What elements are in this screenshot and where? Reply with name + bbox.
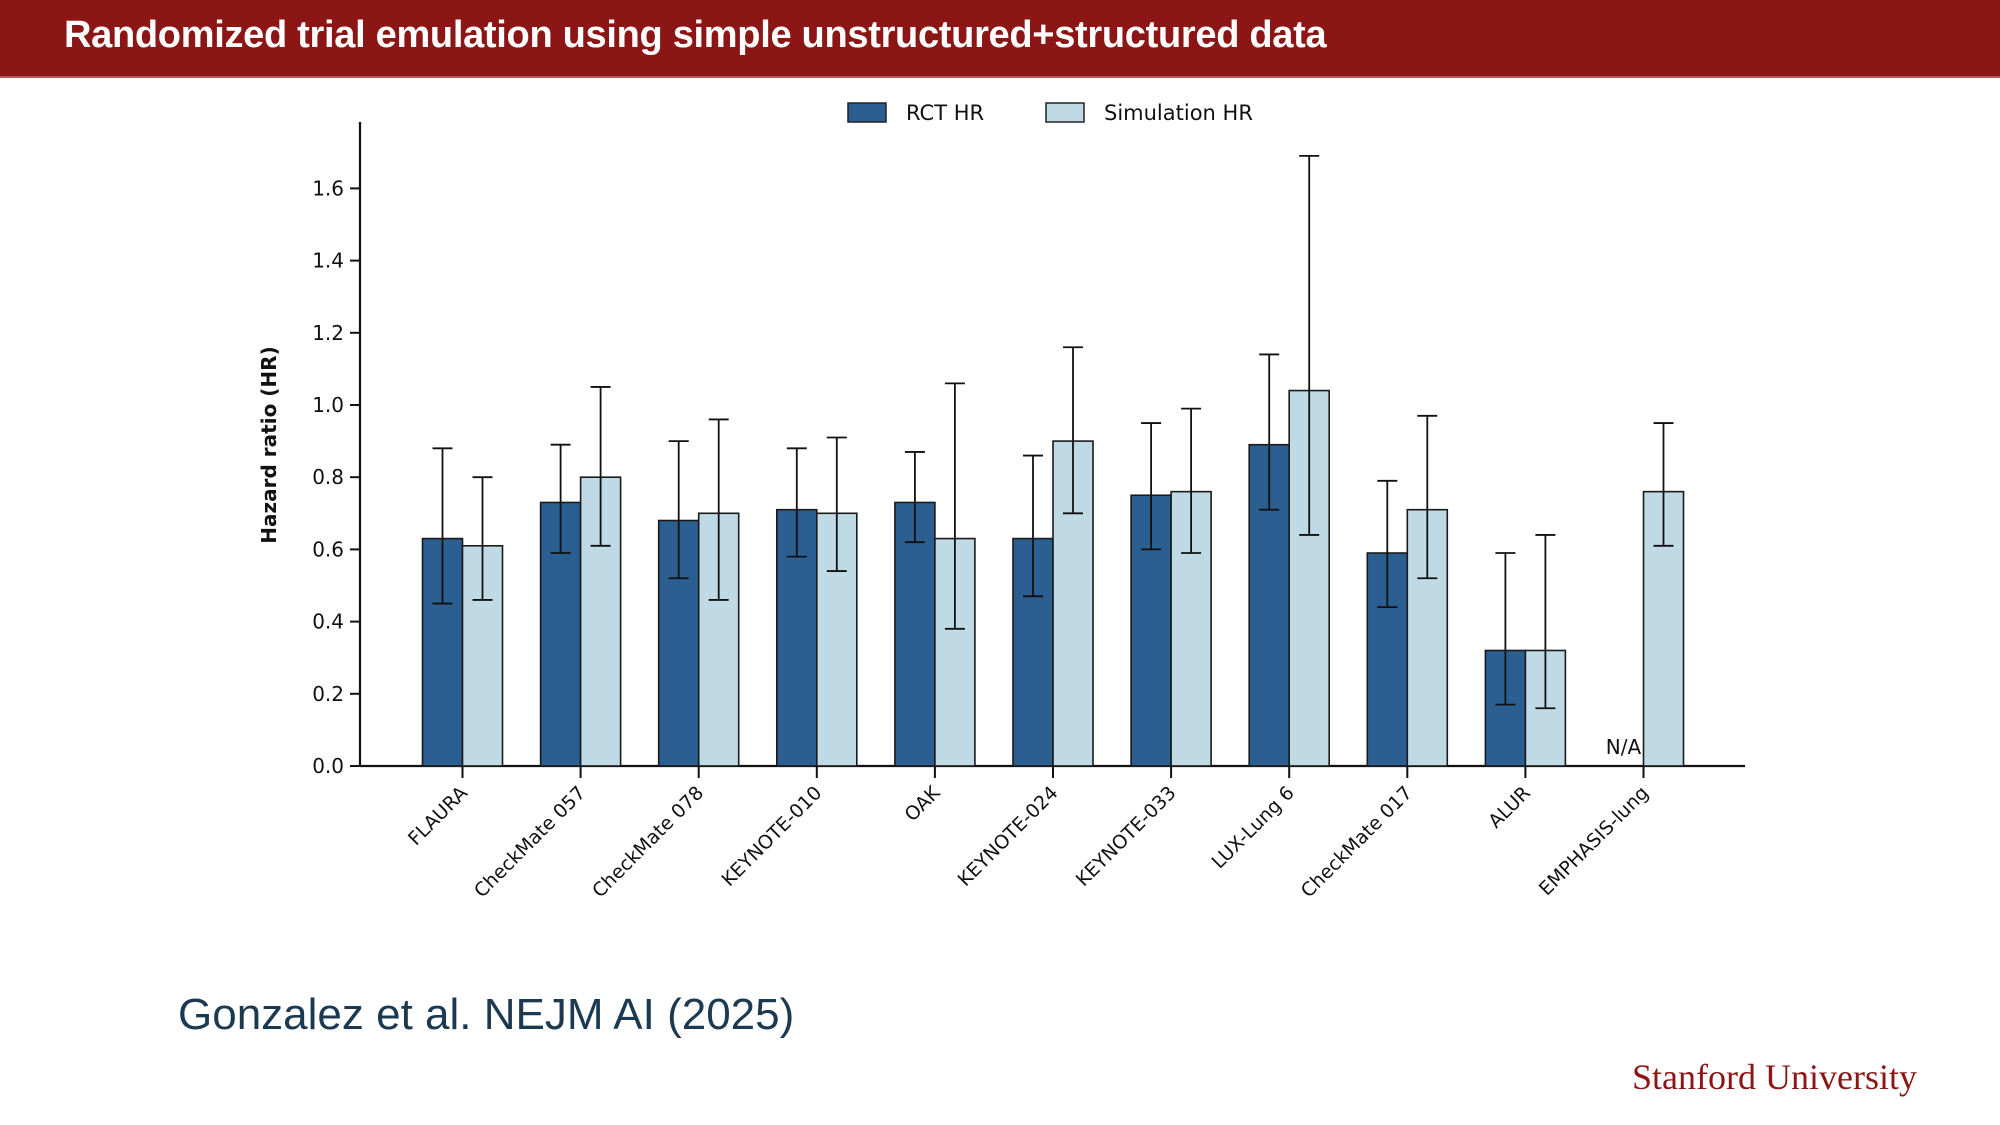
y-tick-label: 1.2 bbox=[312, 321, 344, 345]
stanford-logo: Stanford University bbox=[1632, 1057, 1917, 1097]
x-tick-label: CheckMate 078 bbox=[588, 782, 708, 902]
x-tick-label: KEYNOTE-010 bbox=[717, 782, 826, 891]
legend-label-simulation: Simulation HR bbox=[1104, 101, 1253, 125]
x-tick-label: KEYNOTE-024 bbox=[954, 782, 1063, 891]
error-bars bbox=[432, 155, 1674, 710]
x-tick-label: FLAURA bbox=[404, 782, 472, 850]
y-tick-label: 0.0 bbox=[312, 754, 344, 778]
x-tick-label: CheckMate 017 bbox=[1297, 782, 1417, 902]
x-tick-label: KEYNOTE-033 bbox=[1072, 782, 1181, 891]
legend-swatch-simulation bbox=[1045, 102, 1085, 123]
y-axis-label: Hazard ratio (HR) bbox=[257, 346, 281, 543]
x-tick-label: OAK bbox=[901, 782, 945, 826]
x-tick-label: LUX-Lung 6 bbox=[1208, 782, 1299, 873]
x-tick-label: CheckMate 057 bbox=[470, 782, 590, 902]
axes: 0.0 0.2 0.4 0.6 0.8 1.0 1.2 1.4 1.6 Hazard ratio … bbox=[257, 122, 1745, 778]
y-tick-label: 0.8 bbox=[312, 465, 344, 489]
y-tick-label: 0.4 bbox=[312, 610, 344, 634]
y-tick-label: 1.0 bbox=[312, 393, 344, 417]
y-tick-label: 1.4 bbox=[312, 249, 344, 273]
legend: RCT HR Simulation HR bbox=[847, 101, 1253, 125]
na-annotation: N/A bbox=[1606, 735, 1642, 759]
slide-title: Randomized trial emulation using simple … bbox=[64, 14, 1327, 56]
bar-rct bbox=[775, 508, 818, 767]
legend-swatch-rct bbox=[847, 102, 887, 123]
bar-rct bbox=[894, 501, 936, 767]
title-bar: Randomized trial emulation using simple … bbox=[0, 0, 2000, 78]
y-tick-label: 0.6 bbox=[312, 537, 344, 561]
bars: N/A bbox=[421, 389, 1685, 767]
citation: Gonzalez et al. NEJM AI (2025) bbox=[178, 990, 795, 1039]
x-tick-label: EMPHASIS-lung bbox=[1535, 782, 1653, 900]
hazard-ratio-chart: RCT HR Simulation HR 0.0 0.2 0.4 0.6 0.8 1.0 1.… bbox=[257, 101, 1745, 903]
x-tick-label: ALUR bbox=[1484, 782, 1535, 833]
y-tick-label: 1.6 bbox=[312, 176, 344, 200]
y-tick-label: 0.2 bbox=[312, 682, 344, 706]
legend-label-rct: RCT HR bbox=[906, 101, 984, 125]
